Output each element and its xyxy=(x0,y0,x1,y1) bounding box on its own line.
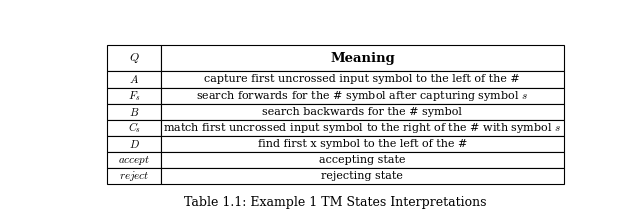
Bar xyxy=(161,168,564,184)
Text: $C_s$: $C_s$ xyxy=(127,120,141,135)
Bar xyxy=(161,88,564,104)
Text: $\mathit{reject}$: $\mathit{reject}$ xyxy=(119,169,149,183)
Bar xyxy=(161,136,564,152)
Bar xyxy=(108,136,161,152)
Bar xyxy=(161,152,564,168)
Bar xyxy=(108,168,161,184)
Text: search backwards for the # symbol: search backwards for the # symbol xyxy=(262,107,462,117)
Text: accepting state: accepting state xyxy=(319,155,406,165)
Text: capture first uncrossed input symbol to the left of the #: capture first uncrossed input symbol to … xyxy=(205,74,520,85)
Bar xyxy=(108,104,161,120)
Bar xyxy=(161,71,564,88)
Bar xyxy=(108,88,161,104)
Bar xyxy=(108,71,161,88)
Bar xyxy=(161,120,564,136)
Text: $D$: $D$ xyxy=(129,138,140,150)
Text: search forwards for the # symbol after capturing symbol $s$: search forwards for the # symbol after c… xyxy=(196,89,529,103)
Text: match first uncrossed input symbol to the right of the # with symbol $s$: match first uncrossed input symbol to th… xyxy=(163,121,561,135)
Bar xyxy=(108,152,161,168)
Text: Meaning: Meaning xyxy=(330,52,395,65)
Bar xyxy=(161,45,564,71)
Bar xyxy=(108,45,161,71)
Bar xyxy=(161,104,564,120)
Bar xyxy=(108,120,161,136)
Text: $B$: $B$ xyxy=(129,106,140,118)
Text: find first x symbol to the left of the #: find first x symbol to the left of the # xyxy=(258,139,467,149)
Text: rejecting state: rejecting state xyxy=(321,171,403,181)
Text: $Q$: $Q$ xyxy=(129,51,140,65)
Text: $A$: $A$ xyxy=(129,73,140,85)
Text: Table 1.1: Example 1 TM States Interpretations: Table 1.1: Example 1 TM States Interpret… xyxy=(184,196,486,209)
Text: $F_s$: $F_s$ xyxy=(128,89,140,103)
Text: $\mathit{accept}$: $\mathit{accept}$ xyxy=(118,154,150,167)
